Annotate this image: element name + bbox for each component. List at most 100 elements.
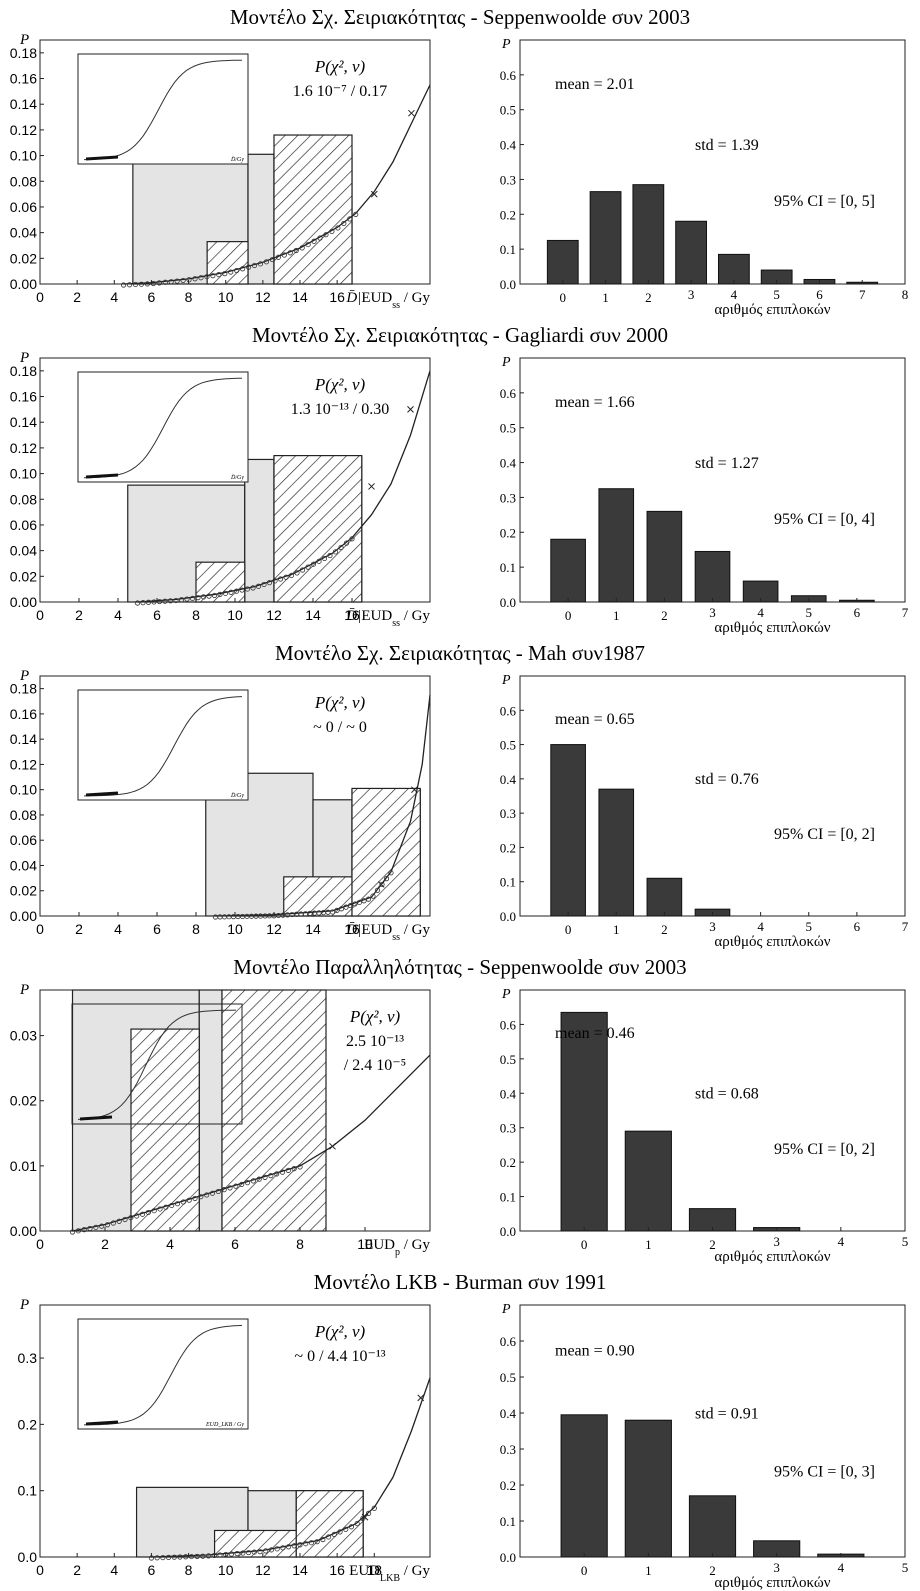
stat-label: P(χ², ν) (349, 1007, 401, 1026)
left-ytick-label: 0.10 (10, 148, 37, 164)
complication-bar-1 (624, 1419, 672, 1558)
patient-point (198, 275, 204, 281)
right-ytick-label: 0.2 (500, 207, 516, 222)
goodness-of-fit: P(χ², ν) ~ 0 / 4.4 10⁻¹³ (294, 1322, 385, 1365)
right-xtick-label: 1 (602, 290, 609, 305)
right-xtick-label: 1 (645, 1237, 652, 1252)
inset-plot (71, 1003, 243, 1125)
left-ytick-label: 0.00 (10, 276, 37, 292)
right-xtick-label: 5 (902, 1234, 909, 1249)
patient-point (228, 1551, 235, 1557)
patient-point (250, 585, 256, 591)
left-xlabel-part: ss (392, 932, 400, 943)
left-xlabel-part: D̄| (345, 608, 361, 624)
row-title: Μοντέλο Σχ. Σειριακότητας - Mah συν1987 (275, 641, 645, 665)
left-ytick-label: 0.18 (10, 45, 37, 61)
left-ytick-label: 0.18 (10, 363, 37, 379)
patient-point (257, 261, 264, 267)
row-title: Μοντέλο Σχ. Σειριακότητας - Gagliardi συ… (252, 323, 668, 347)
patient-point (192, 276, 198, 282)
right-xtick-label: 6 (854, 605, 861, 620)
patient-point (269, 256, 275, 263)
patient-point (251, 1549, 257, 1555)
row-title: Μοντέλο Σχ. Σειριακότητας - Seppenwoolde… (230, 5, 690, 29)
stat-value: ~ 0 / ~ 0 (313, 719, 367, 736)
left-xlabel-part: D̄| (345, 922, 361, 938)
patient-point (174, 278, 180, 284)
right-ytick-label: 0.2 (500, 840, 516, 855)
patient-point (320, 1536, 326, 1543)
left-xlabel: EUDp / Gy (364, 1237, 430, 1258)
patient-point (171, 1554, 177, 1560)
left-xlabel-part: p (395, 1247, 400, 1258)
inset-plot: EUD_LKB / Gy (77, 1318, 249, 1430)
patient-point (299, 567, 306, 573)
patient-point (297, 1164, 303, 1170)
patient-point (349, 536, 355, 542)
patient-point (138, 281, 145, 287)
complication-bar-0 (550, 744, 586, 917)
right-xtick-label: 2 (645, 290, 652, 305)
left-ytick-label: 0.01 (10, 1158, 37, 1174)
right-ytick-label: 0.1 (500, 1190, 516, 1205)
left-xtick-label: 8 (185, 1562, 193, 1578)
left-xtick-label: 4 (166, 1236, 174, 1252)
complication-bar-2 (646, 510, 683, 603)
inset-data-points (85, 791, 119, 797)
left-xtick-label: 10 (357, 1236, 373, 1252)
patient-point (189, 595, 196, 601)
patient-point (297, 1542, 303, 1548)
patient-point (169, 1202, 175, 1209)
right-xtick-label: 0 (581, 1237, 588, 1252)
left-ytick-label: 0.06 (10, 832, 37, 848)
mean-label: mean = 0.46 (555, 1025, 635, 1042)
patient-point (244, 586, 251, 592)
right-ytick-label: 0.4 (500, 138, 517, 153)
patient-point (341, 220, 347, 227)
inset-frame (71, 1003, 243, 1125)
patient-point (139, 1211, 146, 1217)
right-ytick-label: 0.6 (500, 386, 517, 401)
right-ytick-label: 0.3 (500, 172, 516, 187)
right-xlabel: αριθμός επιπλοκών (714, 302, 830, 318)
left-xtick-label: 6 (231, 1236, 239, 1252)
left-xlabel-part: / Gy (400, 922, 431, 938)
patient-point (251, 262, 258, 269)
patient-point (356, 899, 363, 905)
complication-bar-0 (546, 239, 579, 285)
complication-bar-0 (560, 1011, 608, 1232)
patient-point (272, 578, 278, 584)
patient-point (250, 1178, 256, 1184)
patient-point (209, 1190, 216, 1196)
left-xtick-label: 16 (344, 921, 360, 937)
right-ytick-label: 0.4 (500, 1406, 517, 1421)
patient-point (154, 1555, 160, 1561)
left-xlabel: D̄|EUDss / Gy (345, 922, 430, 943)
left-xtick-label: 14 (305, 921, 321, 937)
right-xlabel: αριθμός επιπλοκών (714, 934, 830, 950)
complication-bar-1 (598, 788, 635, 917)
panel-row-4: Μοντέλο LKB - Burman συν 1991 EUD_LKB / G… (18, 1270, 909, 1591)
inset-xlabel: D̄/Gy (230, 792, 244, 799)
patient-point (277, 576, 284, 582)
left-ytick-label: 0.08 (10, 491, 37, 507)
patient-point (275, 254, 281, 260)
patient-point (167, 598, 174, 604)
patient-point (174, 1201, 181, 1207)
patient-point (327, 552, 333, 559)
bin-marker (377, 881, 385, 888)
inset-data-points (79, 1115, 113, 1121)
patient-point (388, 870, 394, 876)
left-plot: P(χ², ν) 2.5 10⁻¹³ / 2.4 10⁻⁵ P 0.00 0.01 0.02… (10, 982, 431, 1258)
right-xtick-label: 3 (709, 919, 716, 934)
left-xtick-label: 8 (296, 1236, 304, 1252)
patient-point (198, 1194, 204, 1200)
right-ytick-label: 0.0 (500, 595, 516, 610)
inset-data-points (85, 1420, 119, 1426)
patient-point (268, 1547, 275, 1553)
left-xtick-label: 14 (292, 289, 308, 305)
left-xlabel-part: EUD (364, 1237, 395, 1253)
patient-point (337, 1529, 343, 1535)
patient-point (81, 1227, 87, 1233)
